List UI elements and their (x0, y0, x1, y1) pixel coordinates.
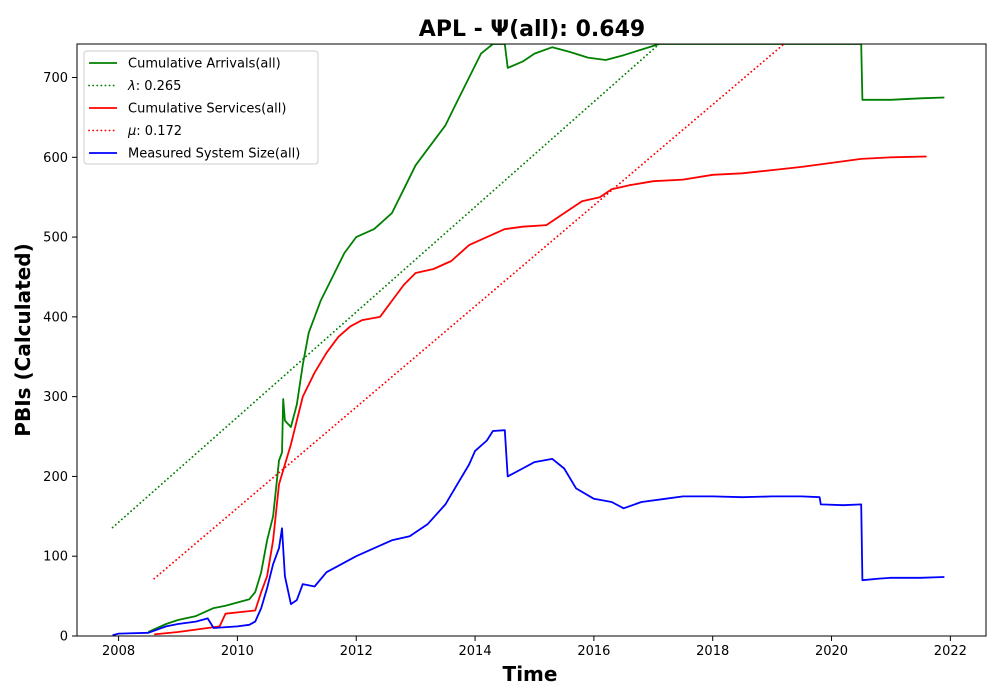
legend-label-3: Cumulative Services(all) (128, 102, 286, 117)
legend-label-1: Cumulative Arrivals(all) (128, 57, 281, 72)
x-tick-label: 2022 (934, 644, 967, 659)
y-tick-label: 500 (43, 231, 68, 246)
x-tick-label: 2008 (102, 644, 135, 659)
plot-frame (76, 43, 987, 637)
legend-label-2: λ: 0.265 (127, 79, 181, 94)
x-tick-label: 2018 (696, 644, 729, 659)
series-line-4 (153, 44, 785, 580)
y-tick-label: 600 (43, 151, 68, 166)
y-tick-label: 200 (43, 470, 68, 485)
y-tick-label: 0 (60, 630, 68, 645)
x-axis: 2008 2010 2012 2014 2016 2018 2020 2022 (102, 636, 967, 659)
x-tick-label: 2016 (577, 644, 610, 659)
legend-box (83, 50, 319, 165)
series-line-3 (154, 155, 927, 636)
plot-area (111, 44, 945, 636)
series-line-2 (111, 44, 661, 529)
x-tick-label: 2014 (459, 644, 492, 659)
y-tick-label: 300 (43, 390, 68, 405)
x-tick-label: 2020 (815, 644, 848, 659)
legend-label-5: Measured System Size(all) (128, 147, 300, 162)
x-tick-label: 2012 (340, 644, 373, 659)
y-tick-label: 100 (43, 550, 68, 565)
chart-title: APL - Ψ(all): 0.649 (419, 17, 645, 42)
x-axis-label: Time (503, 662, 558, 686)
y-tick-label: 400 (43, 310, 68, 325)
y-axis: 0 100 200 300 400 500 600 700 (43, 71, 77, 645)
y-axis-label: PBIs (Calculated) (11, 243, 35, 436)
series-line-1 (147, 44, 945, 633)
y-tick-label: 700 (43, 71, 68, 86)
legend-label-4: μ: 0.172 (127, 124, 182, 139)
legend: Cumulative Arrivals(all) λ: 0.265 Cumulati… (83, 50, 319, 165)
series-line-5 (112, 429, 945, 636)
x-tick-label: 2010 (221, 644, 254, 659)
